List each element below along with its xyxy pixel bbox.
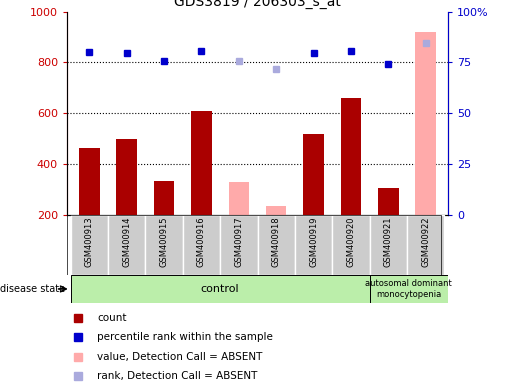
Text: GSM400922: GSM400922: [421, 217, 430, 267]
Bar: [116, 139, 137, 215]
Text: GSM400915: GSM400915: [160, 217, 168, 267]
Bar: [229, 182, 249, 215]
Bar: [220, 215, 258, 275]
Bar: [183, 215, 220, 275]
Bar: [71, 275, 370, 303]
Text: percentile rank within the sample: percentile rank within the sample: [97, 332, 273, 342]
Text: count: count: [97, 313, 127, 323]
Bar: [370, 215, 407, 275]
Bar: [108, 215, 145, 275]
Text: autosomal dominant
monocytopenia: autosomal dominant monocytopenia: [366, 279, 452, 299]
Title: GDS3819 / 206303_s_at: GDS3819 / 206303_s_at: [174, 0, 341, 9]
Bar: [416, 32, 436, 215]
Text: value, Detection Call = ABSENT: value, Detection Call = ABSENT: [97, 352, 263, 362]
Bar: [378, 188, 399, 215]
Text: rank, Detection Call = ABSENT: rank, Detection Call = ABSENT: [97, 371, 258, 381]
Bar: [370, 275, 448, 303]
Bar: [303, 134, 324, 215]
Text: GSM400921: GSM400921: [384, 217, 393, 267]
Text: GSM400918: GSM400918: [272, 217, 281, 267]
Text: GSM400914: GSM400914: [122, 217, 131, 267]
Bar: [407, 215, 444, 275]
Text: GSM400920: GSM400920: [347, 217, 355, 267]
Text: GSM400919: GSM400919: [309, 217, 318, 267]
Bar: [332, 215, 370, 275]
Bar: [295, 215, 332, 275]
Bar: [154, 181, 175, 215]
Bar: [258, 215, 295, 275]
Bar: [340, 98, 361, 215]
Bar: [266, 206, 286, 215]
Bar: [79, 147, 99, 215]
Bar: [145, 215, 183, 275]
Text: GSM400917: GSM400917: [234, 217, 243, 267]
Text: GSM400916: GSM400916: [197, 217, 206, 267]
Text: control: control: [201, 284, 239, 294]
Text: disease state: disease state: [0, 284, 65, 294]
Bar: [71, 215, 108, 275]
Text: GSM400913: GSM400913: [85, 217, 94, 267]
Bar: [191, 111, 212, 215]
